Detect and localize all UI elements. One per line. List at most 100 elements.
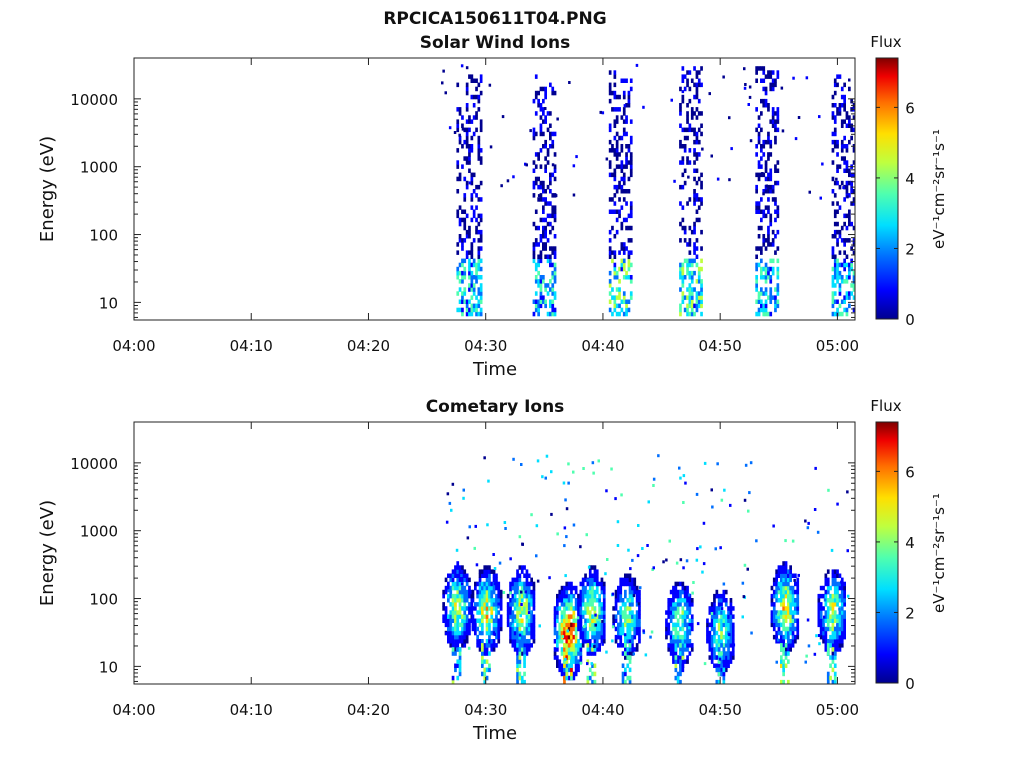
heatmap-cell bbox=[748, 85, 752, 89]
heatmap-cell bbox=[628, 585, 632, 591]
heatmap-cell bbox=[679, 476, 682, 480]
heatmap-cell bbox=[724, 655, 728, 660]
heatmap-cell bbox=[727, 618, 730, 623]
heatmap-cell bbox=[769, 299, 773, 304]
heatmap-cell bbox=[836, 164, 839, 169]
heatmap-cell bbox=[782, 614, 785, 619]
heatmap-cell bbox=[780, 565, 783, 570]
heatmap-cell bbox=[478, 618, 482, 623]
heatmap-cell bbox=[807, 644, 811, 648]
heatmap-cell bbox=[553, 131, 557, 137]
heatmap-cell bbox=[722, 663, 726, 668]
heatmap-cell bbox=[840, 311, 844, 317]
heatmap-cell bbox=[530, 581, 533, 587]
heatmap-cell bbox=[451, 647, 455, 652]
heatmap-cell bbox=[835, 177, 838, 181]
heatmap-cell bbox=[478, 581, 482, 587]
heatmap-cell bbox=[565, 593, 569, 599]
heatmap-cell bbox=[586, 643, 590, 648]
heatmap-cell bbox=[485, 610, 489, 615]
heatmap-cell bbox=[477, 152, 481, 157]
heatmap-cell bbox=[532, 581, 536, 587]
heatmap-cell bbox=[764, 168, 768, 173]
heatmap-cell bbox=[767, 189, 770, 194]
heatmap-cell bbox=[600, 577, 604, 583]
heatmap-cell bbox=[613, 94, 617, 100]
heatmap-cell bbox=[570, 602, 573, 607]
heatmap-cell bbox=[479, 295, 483, 300]
heatmap-cell bbox=[843, 585, 846, 591]
heatmap-cell bbox=[780, 86, 784, 90]
heatmap-cell bbox=[619, 593, 623, 599]
heatmap-cell bbox=[700, 82, 703, 88]
heatmap-cell bbox=[465, 618, 469, 623]
heatmap-cell bbox=[633, 585, 637, 591]
heatmap-cell bbox=[748, 95, 752, 99]
heatmap-cell bbox=[805, 76, 809, 80]
heatmap-cell bbox=[565, 581, 569, 587]
heatmap-cell bbox=[624, 639, 627, 644]
heatmap-cell bbox=[840, 156, 844, 161]
heatmap-cell bbox=[468, 602, 471, 607]
heatmap-cell bbox=[690, 262, 694, 268]
heatmap-cell bbox=[598, 581, 601, 587]
heatmap-cell bbox=[520, 643, 524, 648]
heatmap-cell bbox=[686, 295, 689, 300]
heatmap-cell bbox=[485, 581, 489, 587]
heatmap-cell bbox=[852, 295, 855, 300]
heatmap-cell bbox=[481, 655, 484, 660]
heatmap-cell bbox=[586, 589, 590, 595]
heatmap-cell bbox=[724, 639, 728, 644]
heatmap-cell bbox=[549, 287, 552, 292]
heatmap-cell bbox=[551, 246, 555, 251]
heatmap-cell bbox=[442, 593, 445, 599]
heatmap-cell bbox=[456, 577, 460, 583]
heatmap-cell bbox=[789, 602, 792, 607]
heatmap-cell bbox=[608, 209, 612, 214]
heatmap-cell bbox=[850, 127, 853, 133]
heatmap-cell bbox=[789, 622, 792, 628]
heatmap-cell bbox=[767, 135, 770, 141]
heatmap-cell bbox=[534, 262, 538, 268]
heatmap-cell bbox=[776, 213, 780, 219]
heatmap-cell bbox=[679, 589, 682, 595]
heatmap-cell bbox=[458, 299, 462, 304]
heatmap-cell bbox=[516, 663, 519, 668]
heatmap-cell bbox=[615, 152, 619, 157]
heatmap-cell bbox=[679, 679, 682, 684]
heatmap-cell bbox=[681, 643, 685, 648]
heatmap-cell bbox=[681, 74, 685, 79]
heatmap-cell bbox=[826, 614, 830, 619]
heatmap-cell bbox=[697, 139, 701, 145]
heatmap-cell bbox=[831, 115, 835, 120]
heatmap-cell bbox=[615, 156, 619, 161]
heatmap-cell bbox=[850, 262, 853, 268]
heatmap-cell bbox=[532, 254, 536, 259]
heatmap-cell bbox=[481, 589, 484, 595]
heatmap-cell bbox=[598, 622, 601, 628]
heatmap-cell bbox=[488, 643, 491, 648]
heatmap-cell bbox=[519, 614, 522, 618]
heatmap-cell bbox=[690, 275, 694, 280]
heatmap-cell bbox=[679, 221, 682, 227]
heatmap-cell bbox=[831, 148, 835, 153]
heatmap-cell bbox=[618, 279, 621, 284]
heatmap-cell bbox=[777, 630, 781, 636]
heatmap-cell bbox=[593, 606, 597, 611]
heatmap-cell bbox=[683, 659, 687, 664]
heatmap-cell bbox=[742, 595, 746, 599]
heatmap-cell bbox=[614, 593, 618, 599]
heatmap-cell bbox=[465, 119, 469, 124]
heatmap-cell bbox=[463, 602, 467, 607]
heatmap-cell bbox=[843, 98, 846, 104]
heatmap-cell bbox=[556, 614, 559, 619]
heatmap-cell bbox=[479, 258, 483, 264]
heatmap-cell bbox=[477, 135, 481, 141]
heatmap-cell bbox=[831, 659, 835, 664]
heatmap-cell bbox=[769, 172, 773, 178]
heatmap-cell bbox=[516, 606, 519, 611]
heatmap-cell bbox=[845, 148, 849, 153]
heatmap-cell bbox=[626, 663, 630, 668]
heatmap-cell bbox=[611, 295, 614, 300]
heatmap-cell bbox=[649, 635, 652, 639]
